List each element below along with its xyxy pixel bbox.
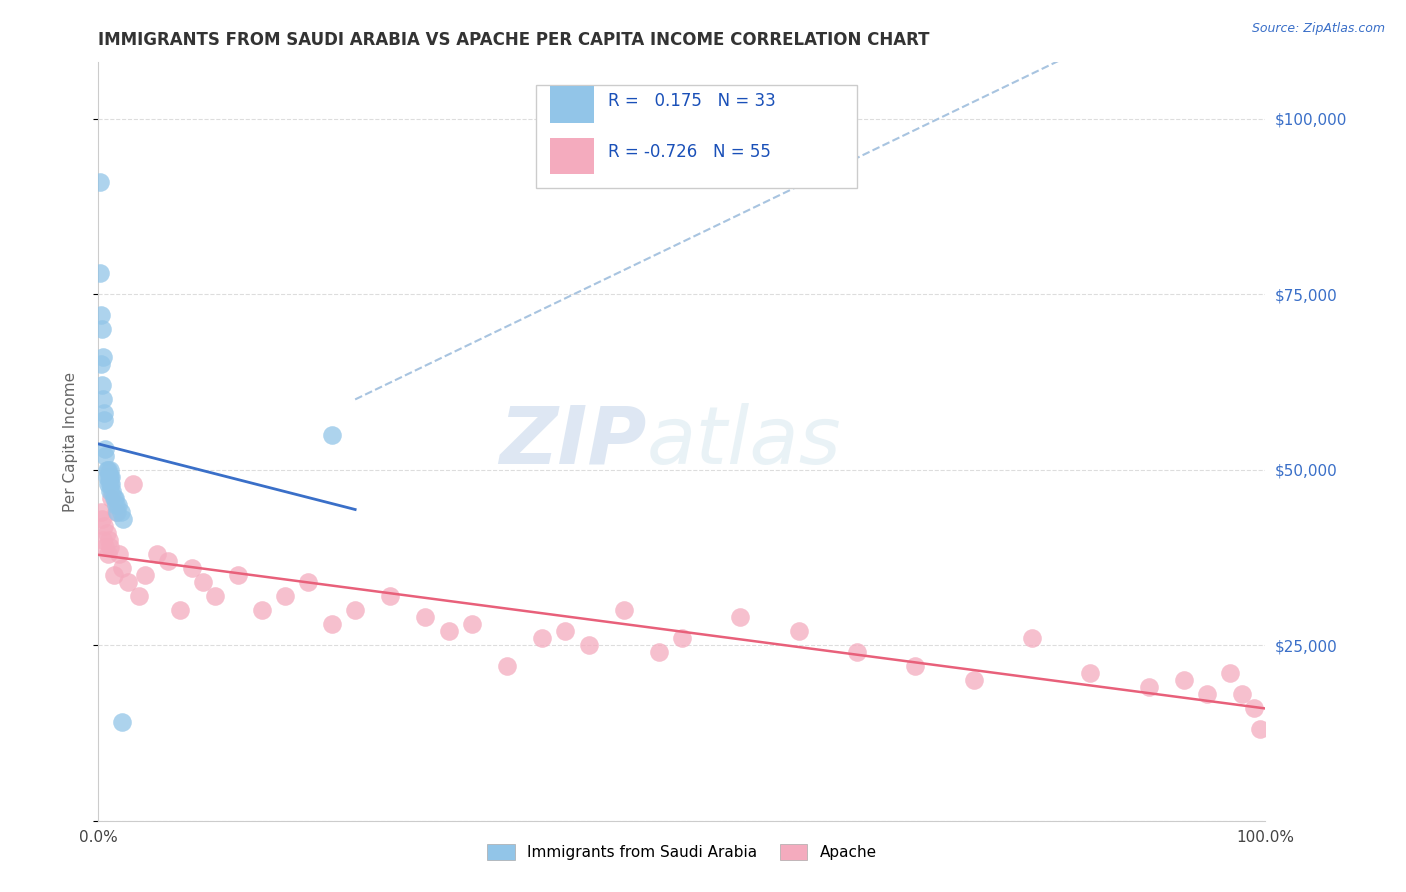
Point [97,462,120,476]
Point [1219,666,1241,681]
Point [122,476,145,491]
Point [105,505,128,519]
Point [134,568,156,582]
Point [554,624,576,639]
FancyBboxPatch shape [536,85,858,187]
Point [90,357,112,371]
Point [321,427,343,442]
Point [647,645,669,659]
Point [846,645,869,659]
Point [613,603,636,617]
Point [496,659,519,673]
Point [962,673,984,688]
Point [93,407,115,421]
Point [98,462,121,476]
Point [100,491,122,505]
Point [90,308,112,322]
Point [274,589,297,603]
Y-axis label: Per Capita Income: Per Capita Income [63,371,77,512]
Point [96,462,118,476]
Point [111,715,134,730]
Point [104,498,127,512]
Point [193,574,215,589]
Text: ZIP: ZIP [499,402,647,481]
Point [297,574,319,589]
Point [100,469,122,483]
Point [730,610,752,624]
Point [107,498,129,512]
Point [98,469,121,483]
Point [89,266,111,280]
Point [1137,680,1160,694]
Point [90,322,112,336]
Point [461,617,484,632]
Point [91,392,114,407]
Point [98,483,121,498]
Text: atlas: atlas [647,402,842,481]
Point [94,449,117,463]
Point [157,554,180,568]
Point [1021,631,1043,645]
Point [250,603,273,617]
Point [1230,687,1253,701]
Point [93,518,115,533]
Point [94,442,117,456]
Point [787,624,810,639]
Point [117,574,139,589]
Point [90,512,112,526]
Point [228,568,250,582]
Point [94,540,117,554]
Point [96,469,118,483]
FancyBboxPatch shape [550,137,595,174]
Legend: Immigrants from Saudi Arabia, Apache: Immigrants from Saudi Arabia, Apache [481,838,883,866]
Point [146,547,169,561]
Point [103,568,125,582]
Point [530,631,553,645]
Point [413,610,436,624]
Point [380,589,402,603]
Point [104,491,127,505]
Point [97,469,120,483]
Point [344,603,367,617]
Point [91,351,114,365]
Point [321,617,343,632]
Point [1173,673,1195,688]
FancyBboxPatch shape [550,87,595,123]
Point [108,547,131,561]
Point [204,589,226,603]
Point [97,547,120,561]
Point [671,631,693,645]
Point [437,624,460,639]
Point [1080,666,1102,681]
Point [101,483,124,498]
Point [97,533,120,547]
Point [103,491,125,505]
Point [93,413,115,427]
Point [91,533,114,547]
Text: Source: ZipAtlas.com: Source: ZipAtlas.com [1251,22,1385,36]
Point [1195,687,1218,701]
Point [100,476,122,491]
Point [904,659,927,673]
Point [97,476,120,491]
Point [128,589,150,603]
Point [90,505,112,519]
Point [104,505,127,519]
Point [89,175,111,189]
Point [90,378,112,392]
Point [578,638,600,652]
Point [1243,701,1265,715]
Point [180,561,202,575]
Point [111,561,134,575]
Point [98,476,121,491]
Text: R = -0.726   N = 55: R = -0.726 N = 55 [609,143,772,161]
Point [96,525,118,540]
Text: R =   0.175   N = 33: R = 0.175 N = 33 [609,92,776,110]
Text: IMMIGRANTS FROM SAUDI ARABIA VS APACHE PER CAPITA INCOME CORRELATION CHART: IMMIGRANTS FROM SAUDI ARABIA VS APACHE P… [98,31,929,49]
Point [111,512,134,526]
Point [169,603,191,617]
Point [98,540,121,554]
Point [1249,723,1271,737]
Point [110,505,132,519]
